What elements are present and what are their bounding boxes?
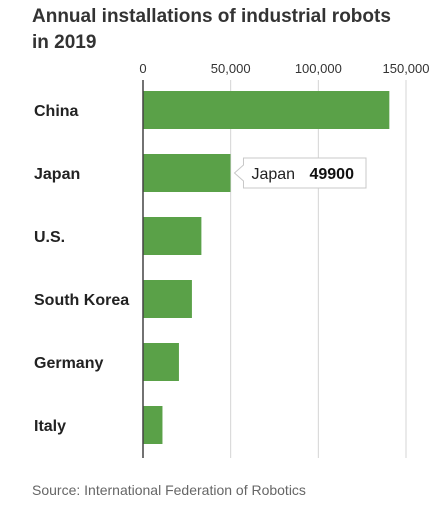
chart-title: Annual installations of industrial robot…: [32, 6, 391, 53]
x-tick-labels: 0 50,000 100,000 150,000: [139, 61, 429, 76]
tooltip-box: [233, 157, 367, 189]
x-tick-label: 150,000: [383, 61, 430, 76]
bar[interactable]: [143, 154, 231, 192]
bars: [143, 91, 390, 444]
gridlines: [230, 80, 407, 458]
bar[interactable]: [143, 280, 192, 318]
source-note: Source: International Federation of Robo…: [32, 482, 306, 498]
tooltip: Japan 49900: [233, 157, 367, 189]
category-label: Japan: [34, 166, 80, 183]
bar[interactable]: [143, 91, 390, 129]
x-tick-label: 50,000: [211, 61, 251, 76]
tooltip-value: 49900: [309, 166, 354, 183]
bar[interactable]: [143, 406, 163, 444]
bar[interactable]: [143, 217, 202, 255]
category-label: South Korea: [34, 292, 129, 309]
category-label: Italy: [34, 418, 66, 435]
x-tick-label: 100,000: [295, 61, 342, 76]
category-label: U.S.: [34, 229, 65, 246]
bar[interactable]: [143, 343, 179, 381]
category-label: Germany: [34, 355, 103, 372]
category-label: China: [34, 103, 79, 120]
tooltip-category: Japan: [251, 166, 295, 183]
x-tick-label: 0: [139, 61, 146, 76]
category-labels: China Japan U.S. South Korea Germany Italy: [34, 103, 129, 435]
